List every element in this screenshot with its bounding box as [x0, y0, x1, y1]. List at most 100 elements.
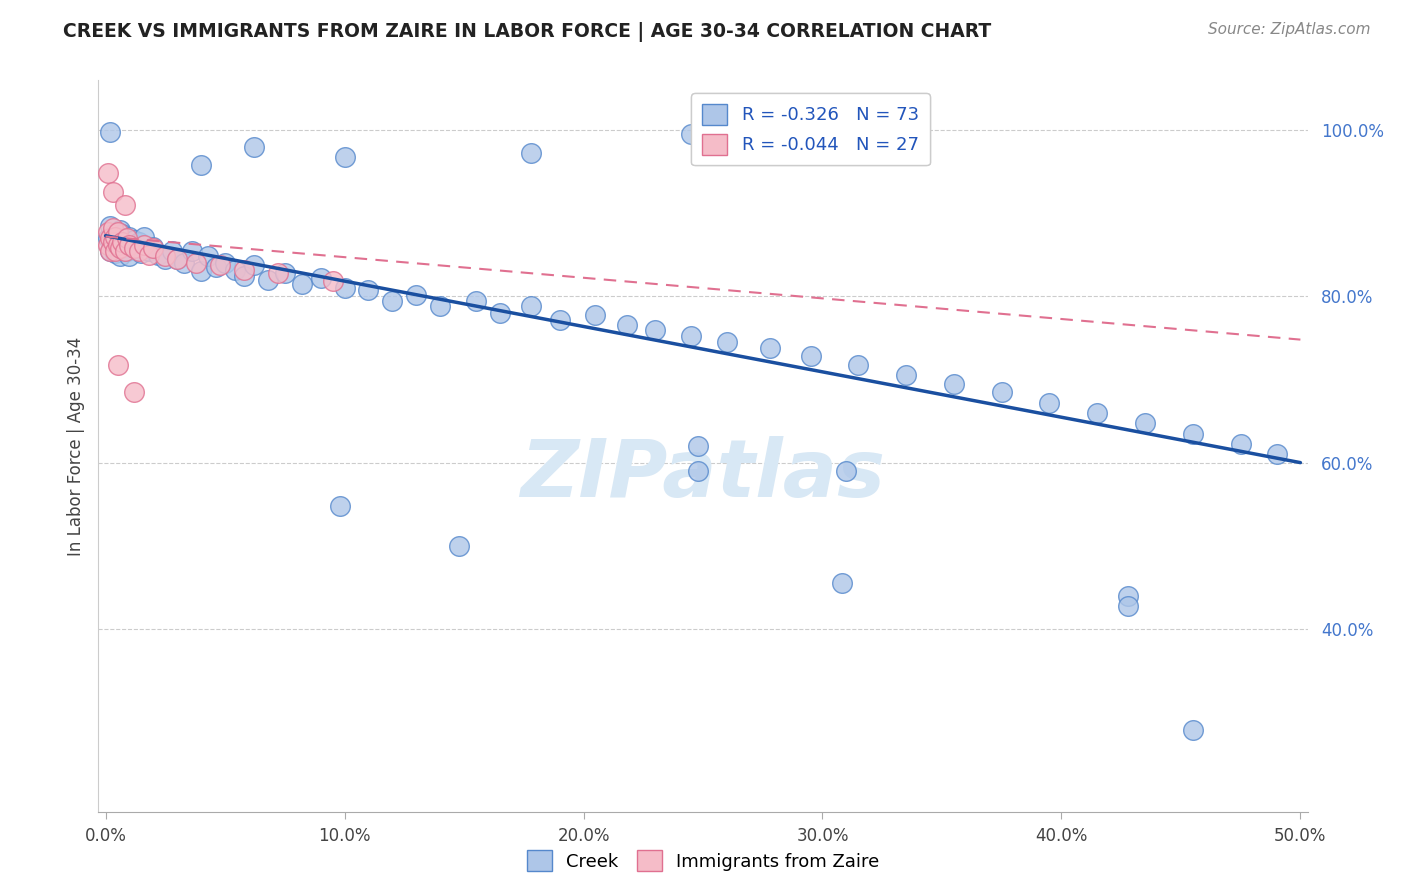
- Point: [118, 250, 141, 264]
- Point: [197, 250, 219, 264]
- Point: [688, 464, 710, 478]
- Point: [115, 235, 138, 250]
- Point: [204, 260, 226, 275]
- Point: [520, 146, 543, 161]
- Point: [107, 225, 129, 239]
- Point: [108, 223, 131, 237]
- Point: [98, 244, 121, 258]
- Point: [1038, 396, 1060, 410]
- Point: [114, 231, 136, 245]
- Point: [114, 198, 136, 212]
- Point: [97, 238, 120, 252]
- Point: [489, 306, 512, 320]
- Point: [990, 384, 1012, 399]
- Point: [104, 233, 127, 247]
- Point: [125, 241, 148, 255]
- Point: [104, 244, 127, 258]
- Point: [101, 186, 124, 200]
- Point: [835, 464, 858, 478]
- Legend: R = -0.326   N = 73, R = -0.044   N = 27: R = -0.326 N = 73, R = -0.044 N = 27: [692, 93, 929, 165]
- Point: [111, 235, 134, 250]
- Point: [104, 246, 127, 260]
- Point: [190, 158, 212, 172]
- Point: [449, 539, 471, 553]
- Point: [108, 241, 131, 255]
- Point: [166, 252, 188, 266]
- Point: [107, 358, 129, 372]
- Point: [333, 150, 356, 164]
- Point: [329, 499, 352, 513]
- Y-axis label: In Labor Force | Age 30-34: In Labor Force | Age 30-34: [66, 336, 84, 556]
- Point: [233, 262, 256, 277]
- Point: [381, 293, 404, 308]
- Point: [107, 238, 129, 252]
- Point: [107, 238, 129, 252]
- Point: [429, 299, 451, 313]
- Point: [115, 244, 138, 258]
- Point: [1085, 406, 1108, 420]
- Point: [180, 244, 202, 258]
- Point: [132, 238, 155, 252]
- Point: [101, 235, 124, 250]
- Point: [155, 250, 177, 264]
- Point: [121, 239, 143, 253]
- Point: [1181, 723, 1204, 738]
- Point: [585, 308, 607, 322]
- Point: [681, 329, 703, 343]
- Point: [266, 266, 288, 280]
- Point: [894, 368, 917, 383]
- Point: [242, 258, 264, 272]
- Point: [520, 299, 543, 313]
- Point: [98, 219, 121, 233]
- Point: [1118, 599, 1140, 613]
- Point: [132, 229, 155, 244]
- Point: [97, 166, 120, 180]
- Point: [1265, 447, 1288, 461]
- Text: CREEK VS IMMIGRANTS FROM ZAIRE IN LABOR FORCE | AGE 30-34 CORRELATION CHART: CREEK VS IMMIGRANTS FROM ZAIRE IN LABOR …: [63, 22, 991, 42]
- Point: [162, 244, 184, 258]
- Point: [681, 128, 703, 142]
- Point: [257, 273, 280, 287]
- Point: [122, 233, 145, 247]
- Point: [787, 136, 810, 150]
- Point: [186, 256, 208, 270]
- Point: [107, 225, 129, 239]
- Point: [333, 281, 356, 295]
- Point: [111, 227, 134, 241]
- Point: [465, 293, 488, 308]
- Point: [716, 335, 738, 350]
- Point: [190, 264, 212, 278]
- Point: [98, 231, 121, 245]
- Point: [173, 256, 195, 270]
- Point: [799, 349, 821, 363]
- Point: [104, 229, 127, 244]
- Point: [146, 248, 169, 262]
- Point: [357, 283, 380, 297]
- Point: [98, 244, 121, 258]
- Point: [1118, 589, 1140, 603]
- Point: [97, 231, 120, 245]
- Point: [122, 241, 145, 255]
- Point: [122, 384, 145, 399]
- Point: [831, 576, 853, 591]
- Point: [233, 268, 256, 283]
- Point: [224, 262, 246, 277]
- Point: [322, 275, 344, 289]
- Point: [118, 229, 141, 244]
- Point: [101, 239, 124, 253]
- Text: Source: ZipAtlas.com: Source: ZipAtlas.com: [1208, 22, 1371, 37]
- Point: [548, 312, 571, 326]
- Point: [1133, 416, 1156, 430]
- Point: [1229, 437, 1251, 451]
- Point: [97, 225, 120, 239]
- Point: [616, 318, 638, 333]
- Text: ZIPatlas: ZIPatlas: [520, 436, 886, 515]
- Point: [214, 256, 236, 270]
- Point: [942, 376, 965, 391]
- Point: [114, 244, 136, 258]
- Point: [209, 258, 232, 272]
- Point: [128, 235, 150, 250]
- Point: [142, 241, 165, 255]
- Point: [155, 252, 177, 266]
- Point: [138, 248, 160, 262]
